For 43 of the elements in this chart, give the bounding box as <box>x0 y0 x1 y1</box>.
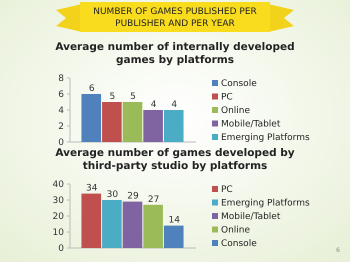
bar <box>102 102 122 142</box>
bar <box>122 202 142 248</box>
legend-label: Emerging Platforms <box>221 133 310 144</box>
y-tick-label: 4 <box>58 106 64 116</box>
data-label: 5 <box>130 92 136 102</box>
bar <box>81 94 102 142</box>
data-label: 29 <box>127 192 139 202</box>
bar <box>164 226 184 248</box>
y-tick-label: 0 <box>58 138 64 148</box>
legend-label: PC <box>221 92 233 103</box>
chart-title: NUMBER OF GAMES PUBLISHED PER PUBLISHER AND PER YEAR <box>93 7 257 29</box>
data-label: 34 <box>86 184 98 194</box>
data-label: 5 <box>110 92 116 102</box>
legend-label: Console <box>221 239 258 250</box>
data-label: 30 <box>106 190 118 200</box>
y-tick-label: 20 <box>52 212 64 222</box>
bar <box>143 110 163 142</box>
data-label: 27 <box>148 194 160 205</box>
bar <box>122 102 142 142</box>
data-label: 6 <box>88 84 95 94</box>
legend-label: Console <box>221 79 258 90</box>
legend-label: Mobile/Tablet <box>221 120 281 130</box>
legend-label: Online <box>221 106 250 116</box>
y-tick-label: 6 <box>58 90 64 100</box>
legend-label: Emerging Platforms <box>221 198 310 209</box>
bar <box>81 194 102 248</box>
legend-label: Online <box>221 226 250 236</box>
y-tick-label: 0 <box>58 244 64 254</box>
y-tick-label: 10 <box>52 228 64 238</box>
chart-subtitle: Average number of games developed by third-party studio by platforms <box>55 147 295 172</box>
y-tick-label: 2 <box>58 122 64 132</box>
data-label: 4 <box>171 100 178 110</box>
bar <box>164 110 184 142</box>
y-tick-label: 40 <box>52 180 64 190</box>
chart-subtitle: Average number of internally developed games by platforms <box>55 41 295 66</box>
data-label: 4 <box>150 100 157 110</box>
data-label: 14 <box>168 216 180 226</box>
legend-label: PC <box>221 185 233 196</box>
y-tick-label: 8 <box>58 74 64 84</box>
legend-label: Mobile/Tablet <box>221 212 281 222</box>
bar <box>102 200 122 248</box>
y-tick-label: 30 <box>52 196 64 206</box>
bar <box>143 204 163 248</box>
